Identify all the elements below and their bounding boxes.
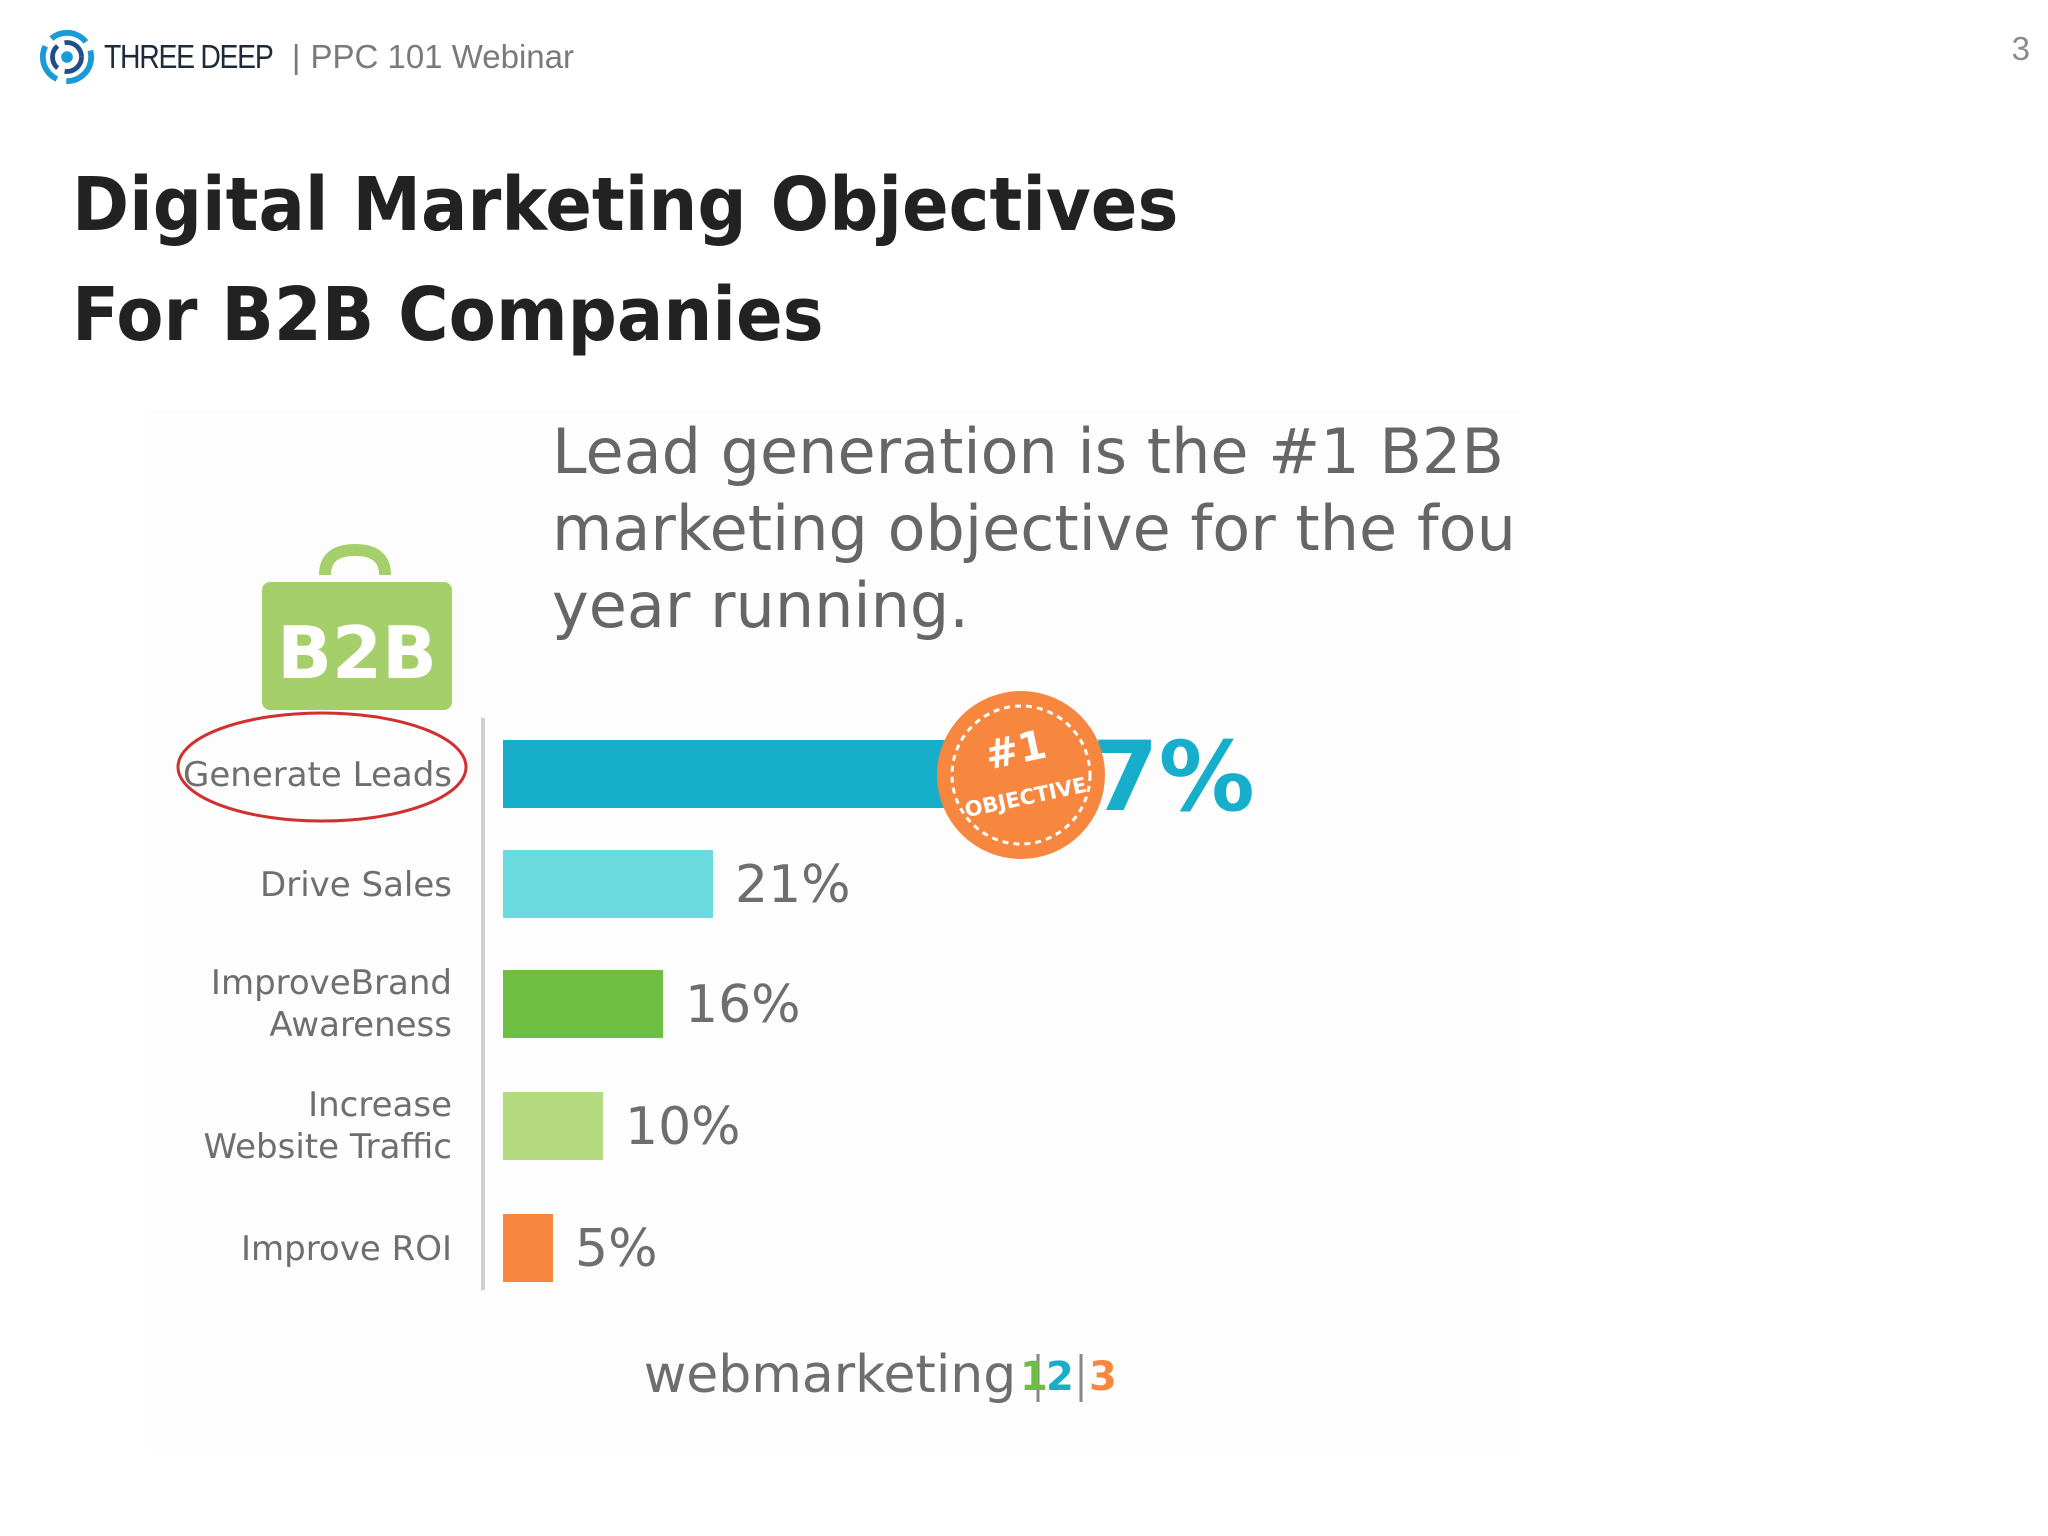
bar-1 [503, 850, 713, 918]
bar-3 [503, 1092, 603, 1160]
category-label-3-0: Increase [308, 1085, 452, 1125]
b2b-badge-label: B2B [277, 611, 437, 695]
category-label-0-0: Generate Leads [183, 755, 452, 795]
value-label-2: 16% [685, 975, 801, 1035]
logo-digit-1: 1 [1020, 1354, 1048, 1400]
category-label-4-0: Improve ROI [241, 1229, 452, 1269]
b2b-infographic: Lead generation is the #1 B2B digital ma… [150, 410, 1716, 1450]
slide-title-line-1: Digital Marketing Objectives [72, 162, 1179, 248]
generate-leads-highlight-circle [176, 711, 468, 823]
slide-title-line-2: For B2B Companies [72, 272, 824, 358]
category-label-1-0: Drive Sales [260, 865, 452, 905]
source-logo-text: webmarketing [644, 1345, 1016, 1405]
three-deep-logo-icon [39, 29, 95, 85]
logo-digit-2: 2 [1046, 1354, 1074, 1400]
value-label-4: 5% [575, 1219, 658, 1279]
slide-header: THREE DEEP | PPC 101 Webinar [38, 28, 574, 86]
value-label-3: 10% [625, 1097, 741, 1157]
b2b-briefcase-icon: B2B [262, 543, 452, 710]
deck-name: PPC 101 Webinar [310, 38, 574, 75]
category-label-3-1: Website Traffic [204, 1127, 453, 1167]
headline-line-3: year running. [552, 569, 969, 642]
page-number: 3 [2011, 30, 2030, 67]
category-label-2-0: ImproveBrand [211, 963, 452, 1003]
slide-title: Digital Marketing Objectives For B2B Com… [72, 150, 1178, 370]
bar-4 [503, 1214, 553, 1282]
bar-2 [503, 970, 663, 1038]
value-label-1: 21% [735, 855, 851, 915]
logo-digit-3: 3 [1089, 1354, 1117, 1400]
number-one-objective-badge: #1 OBJECTIVE [937, 691, 1105, 859]
objectives-bar-chart: Lead generation is the #1 B2B digital ma… [176, 415, 1716, 1405]
category-label-2-1: Awareness [269, 1005, 452, 1045]
header-separator: | [291, 38, 301, 75]
headline-line-2: marketing objective for the fourth [552, 492, 1520, 565]
brand-name: THREE DEEP [104, 38, 274, 75]
headline-line-1: Lead generation is the #1 B2B digital [552, 415, 1520, 488]
bar-0 [503, 740, 973, 808]
webmarketing123-logo: webmarketing 1 2 3 [644, 1345, 1117, 1405]
